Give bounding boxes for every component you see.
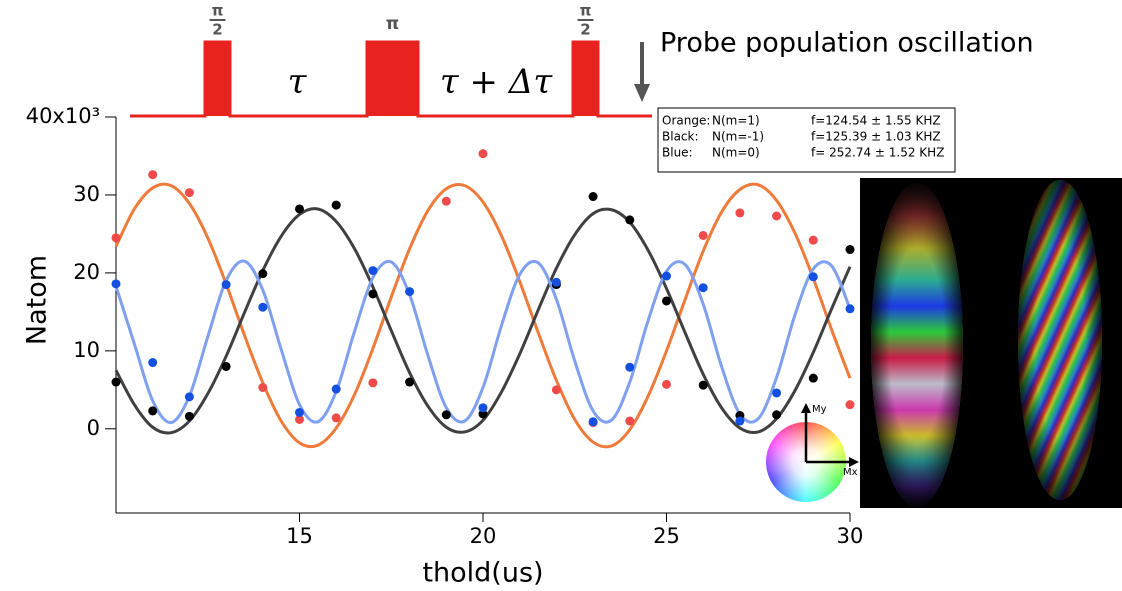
data-point	[809, 272, 818, 281]
y-axis-title: Natom	[22, 255, 53, 345]
legend-fit: f=124.54 ± 1.55 KHZ	[811, 114, 941, 128]
data-point	[368, 378, 377, 387]
arrowhead	[849, 457, 859, 467]
data-point	[662, 380, 671, 389]
legend-label: Black:	[662, 130, 699, 144]
data-point	[442, 197, 451, 206]
arrowhead	[634, 84, 650, 102]
chart: My Mx τ τ + Δτ Probe population oscillat…	[0, 0, 1122, 591]
data-point	[625, 417, 634, 426]
y-tick-label: 40x10³	[26, 104, 100, 128]
x-axis-title: thold(us)	[422, 558, 543, 589]
delay-label: τ	[288, 62, 308, 102]
data-point	[295, 408, 304, 417]
y-tick-label: 30	[73, 182, 100, 206]
cloud-shade	[1018, 180, 1102, 500]
data-point	[846, 304, 855, 313]
data-point	[112, 378, 121, 387]
data-point	[258, 269, 267, 278]
legend-fit: f=125.39 ± 1.03 KHZ	[811, 130, 941, 144]
data-point	[809, 236, 818, 245]
data-point	[185, 188, 194, 197]
data-point	[258, 303, 267, 312]
y-tick-label: 0	[87, 416, 100, 440]
pulse-label: π	[580, 2, 592, 20]
data-point	[295, 204, 304, 213]
data-point	[185, 392, 194, 401]
data-point	[112, 233, 121, 242]
data-point	[148, 170, 157, 179]
inset-label: Mx	[843, 467, 858, 478]
data-point	[846, 400, 855, 409]
legend-label: Blue:	[662, 146, 693, 160]
data-point	[405, 378, 414, 387]
data-point	[368, 289, 377, 298]
arrowhead	[801, 403, 811, 413]
data-point	[772, 388, 781, 397]
data-point	[589, 417, 598, 426]
x-tick-label: 30	[837, 524, 864, 548]
data-point	[809, 374, 818, 383]
legend-name: N(m=1)	[712, 114, 760, 128]
data-point	[442, 410, 451, 419]
data-point	[332, 413, 341, 422]
legend-label: Orange:	[662, 114, 710, 128]
delay-label: τ + Δτ	[440, 62, 553, 102]
data-point	[625, 363, 634, 372]
data-point	[148, 406, 157, 415]
fit-curve	[116, 209, 850, 433]
data-point	[332, 385, 341, 394]
cloud-shade	[871, 183, 963, 507]
data-point	[112, 279, 121, 288]
data-point	[699, 231, 708, 240]
data-point	[185, 412, 194, 421]
legend-name: N(m=0)	[712, 146, 760, 160]
data-point	[589, 192, 598, 201]
data-point	[846, 245, 855, 254]
pulse-label: 2	[212, 21, 222, 39]
data-point	[662, 272, 671, 281]
data-point	[772, 410, 781, 419]
data-point	[625, 215, 634, 224]
data-point	[552, 385, 561, 394]
data-point	[222, 280, 231, 289]
data-point	[662, 296, 671, 305]
data-point	[735, 208, 744, 217]
x-tick-label: 15	[286, 524, 313, 548]
data-point	[552, 278, 561, 287]
pulse-label: π	[212, 2, 224, 20]
data-point	[222, 362, 231, 371]
data-point	[699, 381, 708, 390]
data-point	[405, 287, 414, 296]
legend-fit: f= 252.74 ± 1.52 KHZ	[811, 146, 944, 160]
x-tick-label: 20	[470, 524, 497, 548]
pulse-label: π	[386, 14, 399, 34]
data-point	[148, 358, 157, 367]
pulse-label: 2	[580, 21, 590, 39]
y-tick-label: 10	[73, 338, 100, 362]
page: My Mx τ τ + Δτ Probe population oscillat…	[0, 0, 1122, 591]
data-point	[368, 266, 377, 275]
annotation: Probe population oscillation	[660, 28, 1034, 59]
data-point	[479, 403, 488, 412]
x-tick-label: 25	[653, 524, 680, 548]
data-point	[699, 283, 708, 292]
data-point	[772, 212, 781, 221]
data-point	[332, 201, 341, 210]
legend-name: N(m=-1)	[712, 130, 764, 144]
data-point	[479, 149, 488, 158]
data-point	[258, 383, 267, 392]
inset-label: My	[812, 404, 827, 415]
data-point	[735, 417, 744, 426]
y-tick-label: 20	[73, 260, 100, 284]
